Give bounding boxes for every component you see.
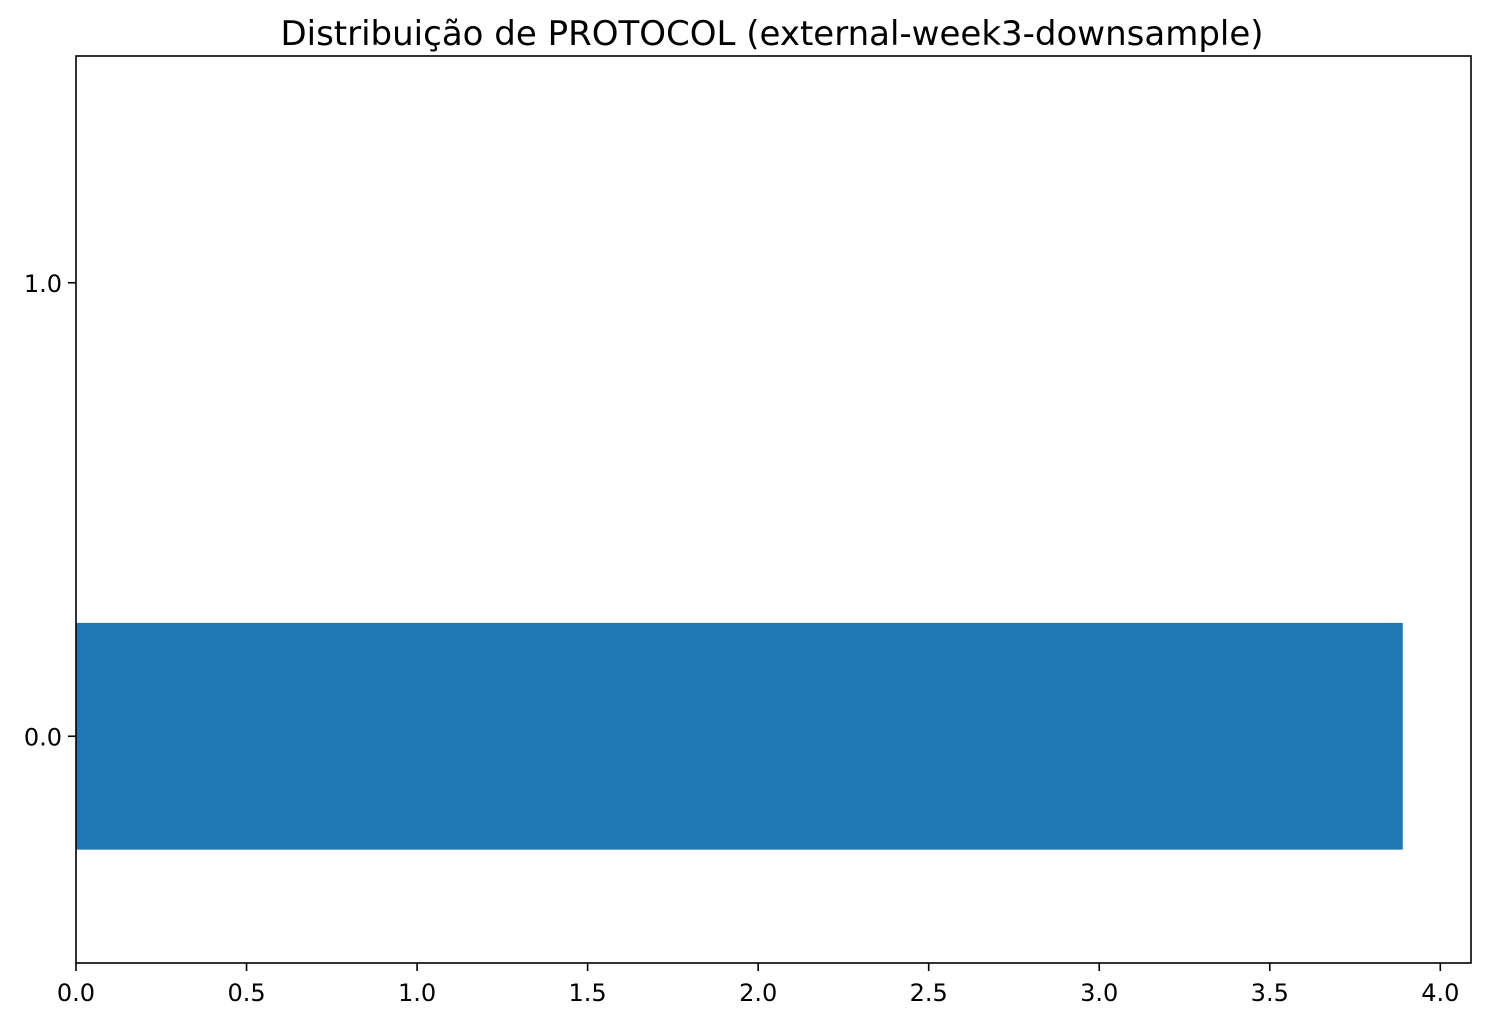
y-tick-label: 1.0	[24, 270, 62, 298]
x-tick-label: 1.0	[398, 979, 436, 1007]
bar-0.0	[76, 622, 1403, 850]
chart-title: Distribuição de PROTOCOL (external-week3…	[280, 14, 1263, 54]
x-tick-label: 0.5	[227, 979, 265, 1007]
bars-layer	[76, 622, 1403, 850]
x-tick-label: 0.0	[57, 979, 95, 1007]
plot-frame	[75, 55, 1472, 964]
y-tick-label: 0.0	[24, 723, 62, 751]
x-tick-label: 3.5	[1251, 979, 1289, 1007]
x-tick-label: 3.0	[1080, 979, 1118, 1007]
x-tick-label: 1.5	[569, 979, 607, 1007]
x-tick-label: 4.0	[1421, 979, 1459, 1007]
ticks-layer: 0.0 0.5 1.0 1.5 2.0 2.5 3.0 3.5 4.0 0.0 1.0	[24, 270, 1460, 1007]
x-tick-label: 2.0	[739, 979, 777, 1007]
x-tick-label: 2.5	[910, 979, 948, 1007]
